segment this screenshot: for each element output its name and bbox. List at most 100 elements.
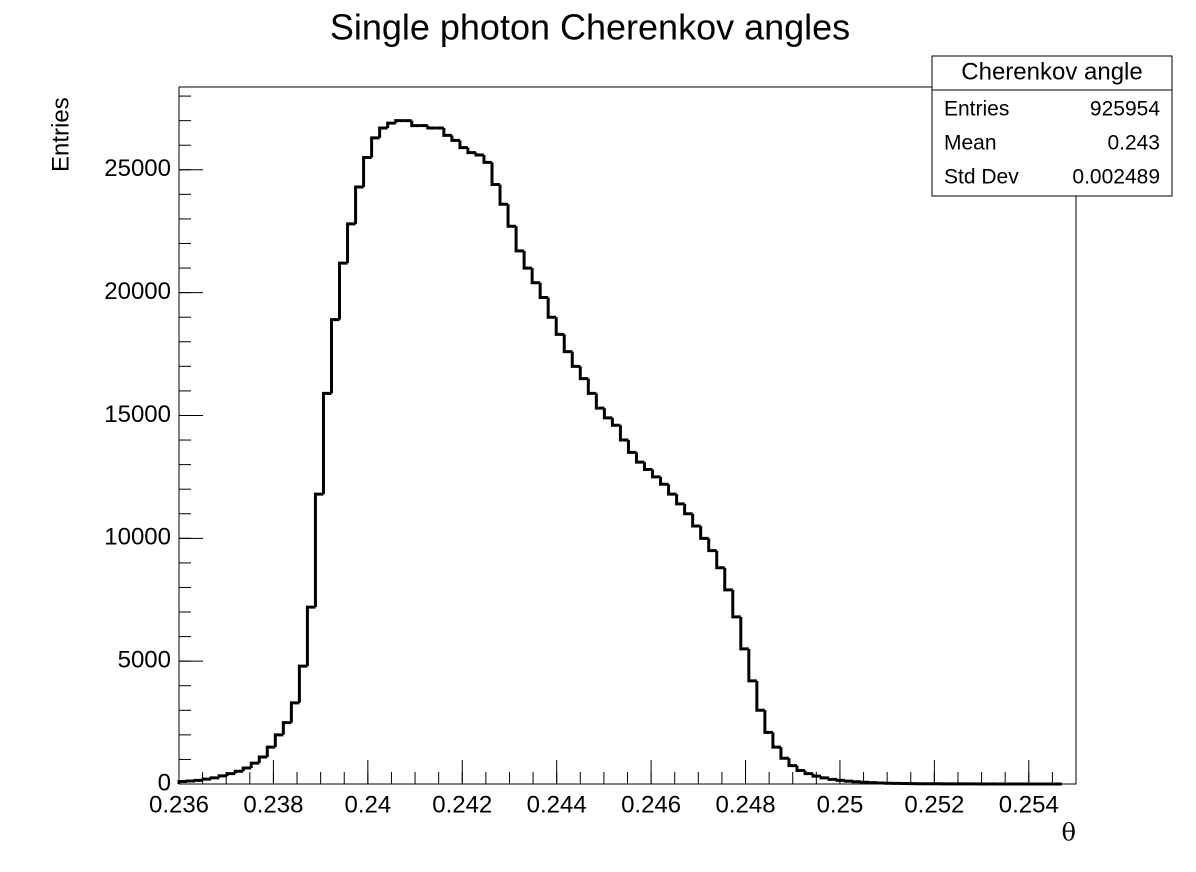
histogram-bin [634,452,645,464]
histogram-bin [313,492,324,608]
histogram-bin [225,772,236,776]
histogram-bin [562,334,573,354]
histogram-bin [811,773,822,778]
histogram-bin [779,747,789,760]
histogram-bin [354,185,364,224]
x-tick-label: 0.238 [243,791,303,818]
histogram-bin [827,777,838,781]
histogram-bin [618,425,629,442]
stats-label: Mean [944,132,997,155]
histogram-bin [747,648,757,683]
stats-label: Entries [944,98,1009,121]
chart-title: Single photon Cherenkov angles [330,7,850,48]
stats-label: Std Dev [944,166,1019,189]
histogram-bin [651,469,661,479]
histogram-bin [329,318,340,394]
histogram-bin [498,184,509,206]
histogram-bin [265,745,276,757]
histogram-bin [659,476,669,486]
histogram-bin [217,774,228,778]
histogram-bin [466,147,476,155]
histogram-bin [707,538,717,553]
histogram-bin [546,297,557,319]
stats-value: 0.243 [1107,132,1160,155]
histogram-bin [321,391,332,495]
histogram-bin [803,770,814,776]
x-tick-label: 0.254 [999,791,1059,818]
histogram-bin [699,526,709,540]
histogram-bin [755,680,765,712]
y-axis-label: Entries [47,97,74,172]
stats-box: Cherenkov angle Entries 925954 Mean 0.243 St… [931,55,1173,197]
histogram-bin [570,351,581,368]
histogram-bin [338,261,348,320]
x-tick-label: 0.242 [432,791,492,818]
histogram-bin [554,317,565,336]
histogram-bin [723,567,733,592]
y-tick-label: 5000 [118,647,171,674]
histogram-bin [177,780,188,784]
histogram-bin [667,484,677,496]
histogram-bin [843,779,854,783]
histogram-bin [514,226,525,253]
histogram-bin [257,755,268,764]
histogram-bin [241,766,252,772]
x-tick-label: 0.244 [527,791,587,818]
histogram-bin [763,710,773,734]
histogram-bin [386,121,396,129]
histogram-bin [410,120,420,128]
histogram-bin [490,162,501,187]
y-tick-label: 20000 [104,278,171,305]
histogram-bin [362,156,372,187]
histogram-bin [378,126,388,138]
y-tick-label: 10000 [104,524,171,551]
histogram-bin [538,282,549,300]
stats-value: 0.002489 [1072,166,1160,189]
histogram-bin [731,589,741,619]
histogram-bin [273,733,284,748]
histogram-bin [442,128,452,137]
y-tick-label: 15000 [104,401,171,428]
histogram-bin [474,152,484,157]
x-tick-label: 0.24 [344,791,391,818]
histogram-bin [193,778,204,782]
histogram-bin [691,513,701,528]
stats-frame [931,55,1173,197]
histogram-bin [289,701,300,723]
histogram-bin [675,494,685,506]
histogram-bin [771,732,781,749]
y-tick-label: 0 [158,769,171,796]
histogram-bin [482,155,493,164]
histogram-bin [610,417,621,427]
x-axis-label: θ [1062,819,1076,847]
histogram-bin [458,140,468,150]
histogram-bin [522,250,533,270]
histogram-bin [346,222,356,264]
x-tick-label: 0.236 [149,791,209,818]
histogram-bin [370,136,380,158]
stats-value: 925954 [1090,98,1160,121]
histogram-bin [795,765,806,772]
histogram-bin [715,550,725,570]
histogram-bin [578,366,589,381]
histogram-bin [305,605,316,667]
histogram-bin [394,119,404,124]
histogram-bin [201,777,212,781]
histogram-bin [530,268,541,285]
histogram-bin [281,721,292,735]
histogram-bin [426,125,436,130]
histogram-bin [835,778,846,782]
histogram-bin [851,780,862,784]
stats-title: Cherenkov angle [961,58,1142,85]
histogram-bin [233,769,244,774]
histogram-bin [450,135,460,142]
histogram-bin [586,378,597,395]
histogram-bin [602,408,613,420]
histogram-bin [819,776,830,780]
x-tick-label: 0.252 [904,791,964,818]
x-tick-label: 0.25 [817,791,864,818]
y-tick-label: 25000 [104,155,171,182]
histogram-bin [739,616,749,651]
histogram-bin [787,758,797,768]
